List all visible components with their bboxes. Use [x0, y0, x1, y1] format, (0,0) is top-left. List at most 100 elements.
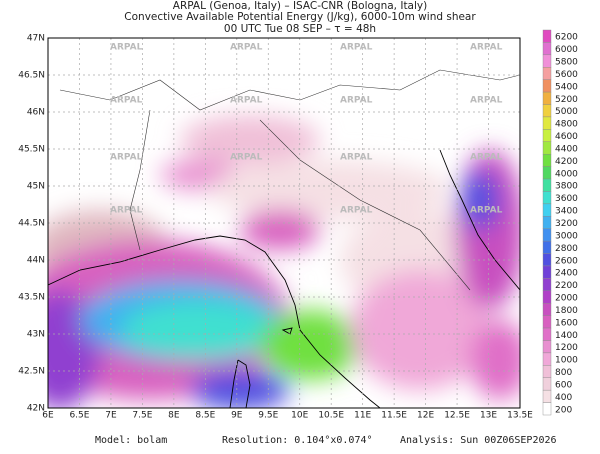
watermark: ARPAL: [110, 96, 143, 106]
lon-label: 8.5E: [195, 411, 215, 421]
colorbar-label: 3600: [555, 194, 578, 204]
footer-model: Model: bolam: [95, 435, 167, 446]
colorbar-label: 3200: [555, 219, 578, 229]
lon-label: 9E: [231, 411, 243, 421]
lon-label: 12.5E: [444, 411, 470, 421]
watermark: ARPAL: [230, 96, 263, 106]
lat-label: 45.5N: [18, 145, 45, 155]
colorbar-label: 600: [555, 380, 572, 390]
watermark: ARPAL: [110, 206, 143, 216]
colorbar-cell: [542, 129, 552, 142]
colorbar-cell: [542, 203, 552, 217]
watermark: ARPAL: [230, 43, 263, 53]
colorbar-label: 2200: [555, 281, 578, 291]
colorbar-cell: [542, 389, 552, 403]
colorbar-label: 5200: [555, 95, 578, 105]
colorbar-cell: [542, 166, 552, 180]
lat-label: 42N: [27, 404, 45, 414]
colorbar-label: 5600: [555, 70, 578, 80]
watermark: ARPAL: [110, 43, 143, 53]
colorbar-cell: [542, 79, 552, 93]
colorbar-label: 6000: [555, 45, 578, 55]
colorbar-label: 4200: [555, 157, 578, 167]
colorbar-cell: [542, 327, 552, 341]
lat-label: 42.5N: [18, 367, 45, 377]
watermark: ARPAL: [110, 153, 143, 163]
colorbar-label: 2400: [555, 269, 578, 279]
colorbar-label: 3800: [555, 182, 578, 192]
colorbar-cell: [542, 116, 552, 130]
colorbar-cell: [542, 67, 552, 80]
colorbar-label: 4800: [555, 120, 578, 130]
lat-label: 43N: [27, 330, 45, 340]
footer-analysis: Analysis: Sun 00Z06SEP2026: [400, 435, 557, 446]
map-field: [48, 38, 520, 408]
colorbar-label: 5400: [555, 82, 578, 92]
lon-label: 13.5E: [507, 411, 533, 421]
colorbar-cell: [542, 240, 552, 254]
colorbar-label: 1600: [555, 318, 578, 328]
lon-label: 10E: [291, 411, 308, 421]
colorbar-cell: [542, 141, 552, 155]
colorbar-cell: [542, 228, 552, 242]
lon-label: 8E: [168, 411, 180, 421]
colorbar-cell: [542, 42, 552, 56]
lat-label: 44N: [27, 256, 45, 266]
colorbar-cell: [542, 216, 552, 229]
lon-label: 11.5E: [381, 411, 407, 421]
watermark: ARPAL: [340, 153, 373, 163]
colorbar-label: 2800: [555, 244, 578, 254]
map-frame: [47, 37, 521, 409]
colorbar-label: 3000: [555, 231, 578, 241]
colorbar-label: 3400: [555, 207, 578, 217]
lon-label: 12E: [417, 411, 434, 421]
lon-label: 7.5E: [132, 411, 152, 421]
lon-label: 10.5E: [318, 411, 344, 421]
colorbar-label: 1000: [555, 356, 578, 366]
watermark: ARPAL: [230, 153, 263, 163]
lon-label: 13E: [480, 411, 497, 421]
watermark: ARPAL: [470, 96, 503, 106]
watermark: ARPAL: [470, 43, 503, 53]
coastline: [48, 149, 520, 408]
colorbar-cell: [542, 315, 552, 329]
colorbar-cell: [542, 153, 552, 167]
colorbar-label: 6200: [555, 33, 578, 43]
title-line: 00 UTC Tue 08 SEP – τ = 48h: [224, 23, 376, 35]
colorbar-cell: [542, 303, 552, 316]
colorbar-label: 1200: [555, 343, 578, 353]
lat-label: 47N: [27, 34, 45, 44]
colorbar-cell: [542, 265, 552, 279]
footer-resolution: Resolution: 0.104°x0.074°: [222, 435, 373, 446]
colorbar-cell: [542, 352, 552, 366]
colorbar-label: 4400: [555, 144, 578, 154]
colorbar-label: 5000: [555, 107, 578, 117]
colorbar-cell: [542, 104, 552, 118]
colorbar-cell: [542, 340, 552, 354]
colorbar-cell: [542, 54, 552, 68]
colorbar-cell: [542, 253, 552, 267]
colorbar-label: 4000: [555, 169, 578, 179]
colorbar-label: 200: [555, 405, 572, 415]
colorbar-cell: [542, 365, 552, 378]
lon-label: 7E: [105, 411, 117, 421]
watermark: ARPAL: [340, 96, 373, 106]
lat-label: 44.5N: [18, 219, 45, 229]
colorbar-cell: [542, 178, 552, 192]
colorbar-label: 2000: [555, 294, 578, 304]
colorbar-label: 400: [555, 393, 572, 403]
lon-label: 11E: [354, 411, 371, 421]
title-line: ARPAL (Genoa, Italy) – ISAC-CNR (Bologna…: [173, 0, 427, 12]
lon-label: 6E: [42, 411, 54, 421]
colorbar-cell: [542, 91, 552, 105]
colorbar-cell: [542, 290, 552, 304]
watermark: ARPAL: [470, 153, 503, 163]
lon-label: 9.5E: [258, 411, 278, 421]
colorbar-label: 4600: [555, 132, 578, 142]
colorbar-label: 800: [555, 368, 572, 378]
colorbar-cell: [542, 29, 552, 43]
title-line: Convective Available Potential Energy (J…: [124, 11, 476, 23]
watermark: ARPAL: [470, 206, 503, 216]
watermark: ARPAL: [340, 206, 373, 216]
